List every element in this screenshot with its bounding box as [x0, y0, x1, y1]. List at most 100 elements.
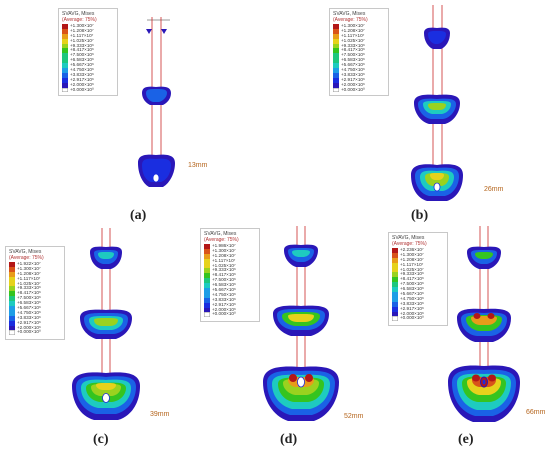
legend-row: +2.917×10⁶ — [392, 306, 445, 312]
legend-rows: +1.986×10⁷ +1.300×10⁷ +1.208×10⁷ +1.117×10⁷… — [204, 243, 257, 318]
legend-swatch — [62, 43, 68, 49]
legend-subtitle: (Average: 75%) — [333, 17, 368, 23]
legend-row: +7.500×10⁶ — [9, 295, 62, 302]
legend-swatch — [392, 252, 398, 258]
legend-value: +2.000×10⁶ — [70, 81, 94, 87]
legend-row: +9.333×10⁶ — [333, 43, 386, 49]
legend-row: +2.000×10⁶ — [204, 306, 257, 313]
legend-swatch — [62, 63, 68, 69]
legend-value: +1.300×10⁷ — [212, 247, 236, 253]
legend-value: +8.417×10⁶ — [212, 272, 236, 278]
legend-swatch — [204, 273, 210, 279]
legend-value: +4.750×10⁶ — [400, 295, 424, 301]
legend-value: +3.833×10⁶ — [400, 300, 424, 306]
legend-value: +4.750×10⁶ — [70, 67, 94, 73]
legend-value: +1.025×10⁷ — [70, 37, 94, 43]
legend-rows: +1.922×10⁷ +1.300×10⁷ +1.208×10⁷ +1.117×10⁷… — [9, 261, 62, 336]
legend-value: +2.917×10⁶ — [70, 76, 94, 82]
legend-value: +5.667×10⁶ — [212, 287, 236, 293]
legend-value: +2.000×10⁶ — [17, 324, 41, 330]
legend-row: +3.833×10⁶ — [62, 71, 115, 78]
legend-swatch — [62, 68, 68, 73]
legend-row: +1.117×10⁷ — [9, 276, 62, 282]
legend-row: +1.117×10⁷ — [392, 262, 445, 268]
legend-row: +3.833×10⁶ — [9, 314, 62, 321]
stress-contour-a — [138, 17, 175, 187]
legend-value: +1.986×10⁷ — [212, 243, 236, 248]
legend-row: +0.000×10⁰ — [9, 330, 62, 336]
legend-value: +0.000×10⁰ — [341, 86, 365, 92]
legend-row: +1.300×10⁷ — [392, 252, 445, 258]
legend-value: +8.417×10⁶ — [17, 290, 41, 296]
legend-row: +1.208×10⁷ — [9, 271, 62, 277]
legend-value: +3.833×10⁶ — [70, 71, 94, 77]
legend-value: +0.000×10⁰ — [70, 86, 94, 92]
legend-swatch — [9, 276, 15, 282]
legend-value: +7.500×10⁶ — [212, 277, 236, 283]
legend-swatch — [204, 278, 210, 284]
legend-swatch — [62, 77, 68, 83]
legend-swatch — [9, 271, 15, 277]
legend-row: +1.208×10⁷ — [333, 28, 386, 34]
legend-row: +9.333×10⁶ — [204, 268, 257, 274]
legend-swatch — [333, 72, 339, 78]
legend-row: +2.000×10⁶ — [62, 81, 115, 88]
legend-value: +3.833×10⁶ — [17, 314, 41, 320]
legend-swatch — [392, 262, 398, 268]
legend-value: +2.000×10⁶ — [400, 310, 424, 316]
legend-swatch — [62, 48, 68, 54]
legend-row: +5.667×10⁶ — [392, 291, 445, 297]
legend-row: +4.750×10⁶ — [9, 310, 62, 316]
legend-subtitle: (Average: 75%) — [392, 241, 427, 247]
legend-row: +3.833×10⁶ — [392, 300, 445, 307]
legend-row: +8.417×10⁶ — [9, 290, 62, 297]
legend-swatch — [204, 258, 210, 264]
legend-row: +9.333×10⁶ — [62, 43, 115, 49]
legend-swatch — [392, 277, 398, 283]
legend-swatch — [333, 33, 339, 39]
legend-row: +0.000×10⁰ — [392, 316, 445, 322]
legend-value: +1.208×10⁷ — [70, 27, 94, 33]
legend-row: +2.000×10⁶ — [333, 82, 386, 88]
legend-value: +1.300×10⁷ — [341, 23, 365, 28]
legend-swatch — [9, 301, 15, 307]
legend-value: +2.000×10⁶ — [212, 306, 236, 312]
legend-value: +7.500×10⁶ — [70, 52, 94, 58]
legend-row: +2.917×10⁶ — [62, 76, 115, 83]
legend-value: +6.583×10⁶ — [212, 282, 236, 288]
legend-swatch — [62, 87, 68, 93]
legend-swatch — [392, 267, 398, 273]
legend-value: +5.667×10⁶ — [341, 62, 365, 68]
depth-label-a: 13mm — [188, 162, 208, 169]
legend-value: +9.333×10⁶ — [17, 285, 41, 291]
legend-swatch — [333, 43, 339, 49]
legend-value: +2.917×10⁶ — [341, 76, 365, 82]
legend-swatch — [9, 262, 15, 267]
legend-swatch — [392, 292, 398, 297]
legend-swatch — [333, 38, 339, 44]
legend-value: +1.025×10⁷ — [212, 262, 236, 268]
legend-row: +8.417×10⁶ — [62, 48, 115, 54]
legend-value: +2.917×10⁶ — [212, 301, 236, 307]
legend-swatch — [204, 292, 210, 298]
legend-value: +4.750×10⁶ — [212, 291, 236, 297]
legend-row: +1.300×10⁷ — [204, 247, 257, 254]
legend-swatch — [9, 291, 15, 297]
legend-row: +1.208×10⁷ — [392, 257, 445, 263]
legend-swatch — [333, 48, 339, 54]
stress-contour-e — [448, 226, 520, 422]
legend-swatch — [62, 72, 68, 78]
legend-swatch — [62, 53, 68, 59]
legend-row: +4.750×10⁶ — [392, 295, 445, 302]
legend-row: +0.000×10⁰ — [62, 86, 115, 93]
legend-row: +1.986×10⁷ — [204, 243, 257, 249]
legend-row: +4.750×10⁶ — [204, 291, 257, 298]
legend-row: +5.667×10⁶ — [204, 287, 257, 293]
legend-value: +0.000×10⁰ — [212, 311, 236, 317]
legend-row: +6.583×10⁶ — [333, 57, 386, 64]
legend-swatch — [392, 272, 398, 278]
legend-row: +0.000×10⁰ — [333, 86, 386, 93]
legend-value: +6.583×10⁶ — [17, 300, 41, 306]
legend-swatch — [9, 330, 15, 336]
legend-subtitle: (Average: 75%) — [204, 237, 239, 243]
